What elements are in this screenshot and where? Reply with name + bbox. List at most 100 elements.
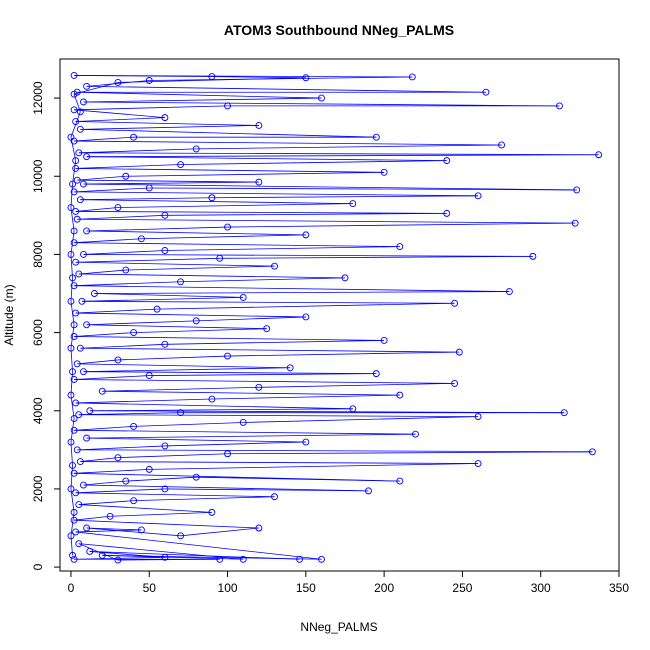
series-line-segment [77,175,126,181]
series-line-segment [70,254,73,278]
series-line-segment [74,191,479,197]
data-point [145,184,153,192]
series-line-segment [80,461,479,464]
data-point [474,460,482,467]
data-point [86,407,94,415]
data-point [408,73,416,81]
y-tick-label: 12000 [31,81,45,115]
x-axis-label: NNeg_PALMS [300,620,377,634]
data-point [573,186,581,194]
series-line-segment [74,336,385,341]
series-line-segment [86,324,267,330]
data-point [67,391,75,399]
data-point [239,555,247,563]
series-line-segment [78,273,345,279]
data-point [302,438,310,446]
data-point [106,512,114,520]
series-line-segment [149,373,377,376]
data-point [451,299,459,307]
series-line-segment [81,300,455,304]
series-line-segment [86,154,599,158]
data-point [482,88,490,96]
y-axis-label: Altitude (m) [2,284,16,345]
series-line-segment [77,214,165,220]
data-point [70,71,78,79]
data-point [161,442,169,450]
x-tick-label: 50 [143,581,157,595]
series-line-segment [211,394,400,400]
plot-area [67,71,603,564]
series-line-segment [141,234,306,240]
data-point [67,438,75,446]
data-point [114,556,122,564]
data-point [73,215,81,223]
series-line-segment [70,395,75,419]
y-tick-label: 2000 [31,475,45,502]
data-point [161,485,169,493]
series-line-segment [75,529,142,533]
data-point [302,74,310,82]
series-line-segment [74,472,400,482]
data-point [560,409,568,417]
series-line-segment [70,441,73,466]
data-point [70,90,78,98]
series-line-segment [75,164,181,169]
data-point [177,278,185,286]
chart-title: ATOM3 Southbound NNeg_PALMS [224,22,454,38]
data-point [69,274,76,282]
data-point [72,207,80,215]
data-point [208,508,216,516]
series-line-segment [74,75,212,77]
series-line-segment [75,121,259,126]
data-point [208,395,216,403]
series-line-segment [74,468,150,474]
series-line-segment [80,347,460,353]
series-line-segment [83,371,377,375]
data-point [161,211,169,219]
series-line-segment [94,293,244,298]
data-point [75,540,83,548]
series-line-segment [78,152,599,156]
data-point [498,141,506,149]
data-point [76,196,84,204]
series-line-segment [74,375,150,380]
data-point [73,176,81,184]
series-line-segment [117,558,220,561]
series-line-segment [83,254,533,257]
data-point [69,180,76,188]
data-point [224,102,231,110]
series-line-segment [78,269,126,275]
series-line-segment [80,199,353,205]
data-point [224,352,231,360]
data-point [72,164,80,172]
series-line-segment [75,402,353,410]
data-point [255,383,263,391]
data-point [67,133,75,141]
data-point [380,336,388,344]
series-line-segment [102,386,259,392]
series-line-segment [75,211,447,214]
series-line-segment [74,187,150,193]
data-point [75,501,83,509]
data-point [365,487,372,495]
series-line-segment [219,255,533,259]
data-point [161,553,169,561]
y-tick-label: 10000 [31,159,45,193]
series-line-segment [80,128,377,138]
data-point [239,293,247,301]
series-line-segment [74,140,502,146]
series-line-segment [75,117,165,122]
series-line-segment [75,531,322,560]
data-point [83,321,91,329]
data-point [80,250,87,258]
data-point [73,446,81,454]
series-line-segment [74,429,416,435]
data-point [70,282,78,290]
x-tick-label: 300 [531,581,551,595]
data-point [255,178,263,186]
series-line-segment [70,488,75,513]
series-line-segment [94,291,510,294]
data-point [80,180,87,188]
data-point [67,344,75,352]
series-line-segment [180,160,447,165]
